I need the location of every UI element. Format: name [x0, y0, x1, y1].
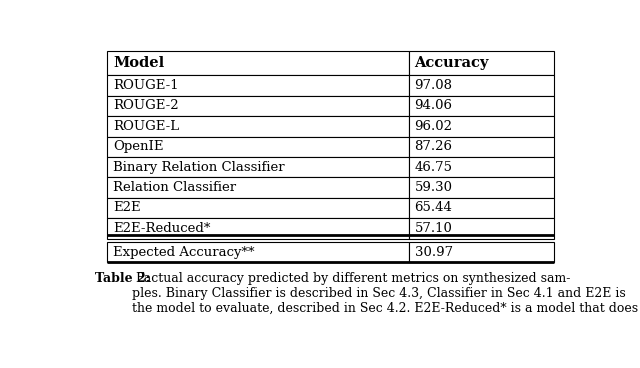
Text: ROUGE-L: ROUGE-L — [113, 120, 179, 133]
Text: ROUGE-1: ROUGE-1 — [113, 79, 179, 92]
Bar — [408, 75, 554, 96]
Text: OpenIE: OpenIE — [113, 140, 164, 153]
Text: Accuracy: Accuracy — [415, 56, 489, 70]
Bar — [408, 218, 554, 238]
Text: Table 2:: Table 2: — [95, 272, 150, 285]
Text: Expected Accuracy**: Expected Accuracy** — [113, 246, 255, 259]
Text: 97.08: 97.08 — [415, 79, 452, 92]
Text: ROUGE-2: ROUGE-2 — [113, 99, 179, 113]
Bar — [408, 116, 554, 137]
Bar — [108, 96, 408, 116]
Bar — [408, 137, 554, 157]
Text: E2E-Reduced*: E2E-Reduced* — [113, 222, 211, 235]
Bar — [108, 157, 408, 177]
Text: 94.06: 94.06 — [415, 99, 452, 113]
Bar — [108, 218, 408, 238]
Text: 96.02: 96.02 — [415, 120, 452, 133]
Text: 59.30: 59.30 — [415, 181, 452, 194]
Text: 30.97: 30.97 — [415, 246, 452, 259]
Bar — [108, 75, 408, 96]
Text: 46.75: 46.75 — [415, 161, 452, 174]
Bar — [108, 116, 408, 137]
Bar — [108, 51, 408, 75]
Text: Binary Relation Classifier: Binary Relation Classifier — [113, 161, 285, 174]
Bar — [108, 137, 408, 157]
Bar — [408, 177, 554, 198]
Bar — [408, 242, 554, 262]
Bar — [108, 242, 408, 262]
Bar — [408, 51, 554, 75]
Text: Relation Classifier: Relation Classifier — [113, 181, 236, 194]
Bar — [108, 198, 408, 218]
Bar — [408, 198, 554, 218]
Bar — [408, 157, 554, 177]
Text: 57.10: 57.10 — [415, 222, 452, 235]
Text: 65.44: 65.44 — [415, 201, 452, 215]
Text: 87.26: 87.26 — [415, 140, 452, 153]
Bar — [408, 96, 554, 116]
Text: E2E: E2E — [113, 201, 141, 215]
Text: Factual accuracy predicted by different metrics on synthesized sam-
ples. Binary: Factual accuracy predicted by different … — [132, 272, 638, 315]
Text: Model: Model — [113, 56, 164, 70]
Bar — [108, 177, 408, 198]
